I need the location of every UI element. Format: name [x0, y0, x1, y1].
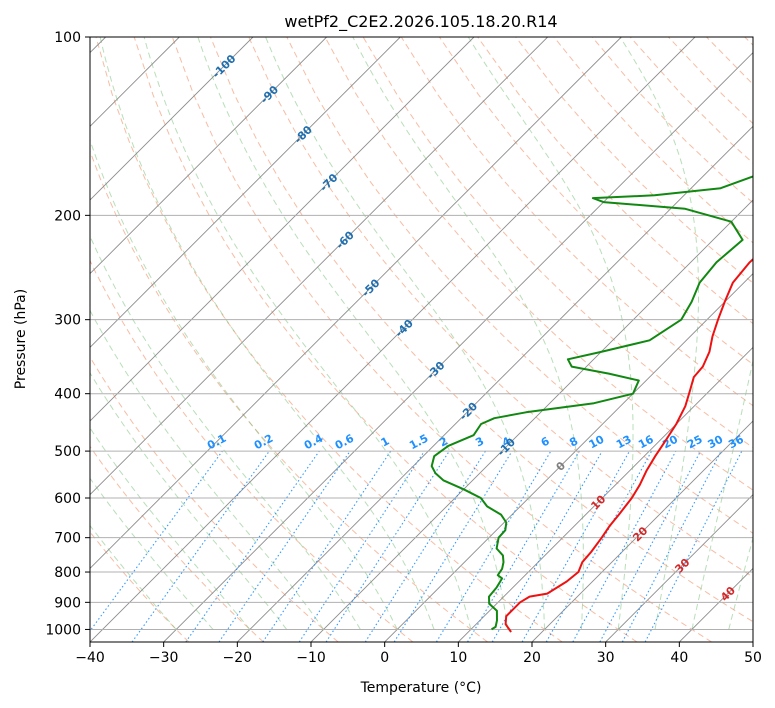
y-tick-label: 600 — [54, 491, 81, 507]
x-tick-label: 20 — [523, 650, 541, 666]
isotherm-line — [90, 37, 401, 348]
dry-adiabat — [90, 259, 414, 642]
mixing-ratio-line — [491, 450, 603, 642]
isotherm-line — [310, 199, 753, 642]
mixing-ratio-line — [218, 450, 351, 642]
dry-adiabat — [324, 37, 753, 491]
y-tick-label: 400 — [54, 387, 81, 403]
isotherm-line — [605, 494, 753, 642]
dry-adiabat — [286, 37, 753, 534]
y-tick-label: 100 — [54, 30, 81, 46]
dewpoint-line — [430, 175, 753, 631]
mixing-ratio-line — [467, 450, 580, 642]
x-tick-label: −30 — [149, 650, 179, 666]
dry-adiabat — [133, 37, 638, 642]
moist-adiabat — [90, 235, 361, 630]
mixing-ratio-label: 20 — [660, 433, 680, 452]
isotherm-line — [90, 37, 548, 496]
y-axis-label: Pressure (hPa) — [13, 289, 29, 389]
isotherm-line — [163, 52, 753, 642]
y-tick-label: 800 — [54, 565, 81, 581]
moist-adiabat — [90, 309, 325, 630]
y-tick-label: 1000 — [45, 622, 81, 638]
mixing-ratio-line — [545, 450, 653, 642]
moist-adiabat — [467, 37, 634, 630]
mixing-ratio-label: 36 — [726, 433, 746, 452]
profiles — [430, 175, 753, 633]
moist-adiabat — [99, 37, 435, 630]
isotherm-line — [90, 37, 254, 201]
chart-title: wetPf2_C2E2.2026.105.18.20.R14 — [284, 12, 557, 32]
x-tick-label: −40 — [75, 650, 105, 666]
y-tick-label: 300 — [54, 313, 81, 329]
mixing-ratio-line — [364, 450, 486, 642]
moist-adiabat — [90, 524, 177, 630]
y-axis: 1000 900 800 700 600 500 400 300 200 100 — [45, 30, 90, 638]
mixing-ratio-label: 10 — [587, 433, 607, 452]
dry-adiabat — [171, 37, 712, 642]
moist-adiabat — [143, 37, 472, 630]
dry-adiabat — [95, 37, 563, 642]
temperature-line — [504, 257, 753, 633]
moist-adiabat — [90, 427, 251, 630]
dry-adiabat — [90, 445, 264, 642]
moist-adiabat — [352, 37, 584, 630]
mixing-ratio-line — [435, 450, 552, 642]
mixing-ratio-label: 25 — [685, 433, 705, 452]
dry-adiabat — [210, 37, 753, 623]
mixing-ratio-line — [185, 450, 320, 642]
plot-frame — [89, 36, 754, 643]
background-lines — [90, 37, 753, 642]
mixing-ratio-line — [393, 450, 513, 642]
x-tick-label: 40 — [670, 650, 688, 666]
y-tick-label: 700 — [54, 531, 81, 547]
x-tick-label: −20 — [223, 650, 253, 666]
isotherm-line — [90, 37, 696, 642]
moist-adiabat — [90, 138, 398, 630]
moist-adiabat — [619, 37, 699, 630]
mixing-ratio-label: 16 — [636, 433, 656, 452]
x-tick-label: 10 — [449, 650, 467, 666]
isotherm-line — [531, 420, 753, 642]
dry-adiabat — [248, 37, 753, 578]
x-axis-label: Temperature (°C) — [360, 680, 482, 696]
mixing-ratio-line — [521, 450, 630, 642]
moist-adiabat — [691, 358, 753, 630]
dry-adiabat — [90, 356, 339, 642]
mixing-ratio-label: 13 — [614, 433, 634, 452]
isotherm-line — [237, 125, 753, 642]
y-tick-label: 200 — [54, 208, 81, 224]
x-tick-label: −10 — [296, 650, 326, 666]
moist-adiabat — [90, 477, 214, 630]
dry-adiabat — [515, 37, 753, 284]
isotherm-line — [90, 37, 475, 422]
x-tick-label: 30 — [597, 650, 615, 666]
mixing-ratio-line — [325, 450, 450, 642]
moist-adiabat — [197, 37, 509, 630]
moist-adiabat — [90, 371, 288, 630]
y-tick-label: 500 — [54, 444, 81, 460]
x-tick-label: 0 — [380, 650, 389, 666]
isotherm-line — [384, 273, 753, 642]
mixing-ratio-line — [572, 450, 677, 642]
mixing-ratio-label: 30 — [706, 433, 726, 452]
isotherm-line — [458, 346, 753, 642]
x-axis: −40 −30 −20 −10 0 10 20 30 40 50 — [75, 642, 762, 666]
isotherm-line — [90, 37, 622, 569]
isotherm-line — [90, 37, 327, 275]
moist-adiabat — [265, 37, 546, 630]
moist-adiabat — [728, 536, 753, 630]
y-tick-label: 900 — [54, 595, 81, 611]
x-tick-label: 50 — [744, 650, 762, 666]
